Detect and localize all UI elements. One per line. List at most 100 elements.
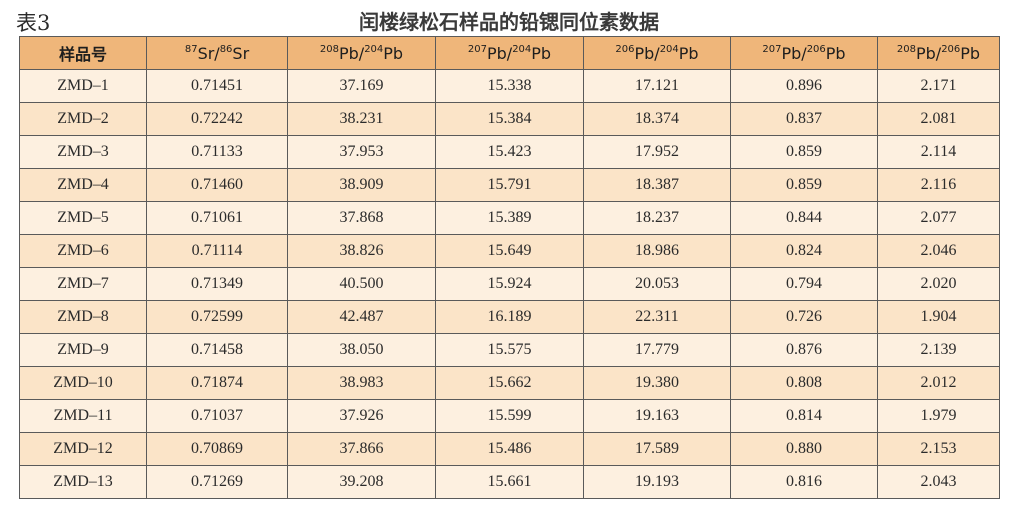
header-row: 样品号 87Sr/86Sr 208Pb/204Pb 207Pb/204Pb 20…	[19, 36, 1000, 70]
table-row: ZMD–11 0.71037 37.926 15.599 19.163 0.81…	[19, 399, 1000, 433]
cell-pb207-pb204: 15.661	[435, 465, 584, 499]
cell-pb206-pb204: 20.053	[583, 267, 731, 301]
cell-pb207-pb206: 0.844	[730, 201, 878, 235]
cell-pb207-pb204: 15.924	[435, 267, 584, 301]
cell-pb208-pb204: 40.500	[287, 267, 436, 301]
table-header: 样品号 87Sr/86Sr 208Pb/204Pb 207Pb/204Pb 20…	[19, 36, 1000, 70]
table-row: ZMD–2 0.72242 38.231 15.384 18.374 0.837…	[19, 102, 1000, 136]
cell-pb207-pb204: 15.423	[435, 135, 584, 169]
cell-pb206-pb204: 18.387	[583, 168, 731, 202]
cell-pb207-pb204: 15.791	[435, 168, 584, 202]
cell-sr87-sr86: 0.71349	[146, 267, 288, 301]
cell-pb208-pb204: 42.487	[287, 300, 436, 334]
cell-pb208-pb204: 38.909	[287, 168, 436, 202]
cell-pb208-pb204: 38.826	[287, 234, 436, 268]
cell-sample-id: ZMD–1	[19, 69, 147, 103]
cell-pb206-pb204: 19.193	[583, 465, 731, 499]
cell-pb207-pb204: 15.338	[435, 69, 584, 103]
cell-pb208-pb206: 2.139	[877, 333, 1000, 367]
cell-pb207-pb206: 0.896	[730, 69, 878, 103]
cell-sample-id: ZMD–11	[19, 399, 147, 433]
cell-sr87-sr86: 0.71451	[146, 69, 288, 103]
cell-pb207-pb204: 15.384	[435, 102, 584, 136]
cell-pb207-pb204: 16.189	[435, 300, 584, 334]
cell-sample-id: ZMD–7	[19, 267, 147, 301]
cell-pb208-pb206: 2.116	[877, 168, 1000, 202]
cell-pb207-pb206: 0.824	[730, 234, 878, 268]
cell-pb207-pb206: 0.726	[730, 300, 878, 334]
cell-sr87-sr86: 0.71037	[146, 399, 288, 433]
cell-pb208-pb204: 37.953	[287, 135, 436, 169]
cell-sr87-sr86: 0.71269	[146, 465, 288, 499]
isotope-data-table: 样品号 87Sr/86Sr 208Pb/204Pb 207Pb/204Pb 20…	[19, 36, 1000, 499]
cell-pb208-pb206: 2.081	[877, 102, 1000, 136]
cell-sample-id: ZMD–6	[19, 234, 147, 268]
cell-sr87-sr86: 0.71874	[146, 366, 288, 400]
cell-sr87-sr86: 0.71458	[146, 333, 288, 367]
cell-sample-id: ZMD–12	[19, 432, 147, 466]
header-pb208-pb206: 208Pb/206Pb	[877, 36, 1000, 70]
cell-sr87-sr86: 0.71133	[146, 135, 288, 169]
cell-pb208-pb204: 37.866	[287, 432, 436, 466]
cell-pb208-pb206: 2.046	[877, 234, 1000, 268]
table-row: ZMD–7 0.71349 40.500 15.924 20.053 0.794…	[19, 267, 1000, 301]
cell-sr87-sr86: 0.71114	[146, 234, 288, 268]
cell-pb206-pb204: 19.163	[583, 399, 731, 433]
cell-pb206-pb204: 18.237	[583, 201, 731, 235]
table-number: 表3	[16, 11, 51, 35]
cell-pb208-pb206: 2.171	[877, 69, 1000, 103]
table-row: ZMD–3 0.71133 37.953 15.423 17.952 0.859…	[19, 135, 1000, 169]
cell-pb206-pb204: 17.779	[583, 333, 731, 367]
cell-pb207-pb206: 0.816	[730, 465, 878, 499]
cell-pb208-pb204: 37.868	[287, 201, 436, 235]
cell-pb206-pb204: 17.121	[583, 69, 731, 103]
cell-pb206-pb204: 22.311	[583, 300, 731, 334]
cell-pb207-pb206: 0.814	[730, 399, 878, 433]
cell-pb207-pb206: 0.880	[730, 432, 878, 466]
cell-pb208-pb206: 2.153	[877, 432, 1000, 466]
cell-pb208-pb206: 2.012	[877, 366, 1000, 400]
cell-pb206-pb204: 18.986	[583, 234, 731, 268]
cell-pb208-pb206: 1.979	[877, 399, 1000, 433]
cell-pb208-pb206: 2.043	[877, 465, 1000, 499]
cell-pb208-pb204: 39.208	[287, 465, 436, 499]
cell-pb208-pb206: 2.020	[877, 267, 1000, 301]
cell-pb207-pb204: 15.389	[435, 201, 584, 235]
table-body: ZMD–1 0.71451 37.169 15.338 17.121 0.896…	[19, 69, 1000, 499]
table-row: ZMD–6 0.71114 38.826 15.649 18.986 0.824…	[19, 234, 1000, 268]
table-row: ZMD–5 0.71061 37.868 15.389 18.237 0.844…	[19, 201, 1000, 235]
cell-pb207-pb206: 0.808	[730, 366, 878, 400]
cell-pb207-pb204: 15.599	[435, 399, 584, 433]
cell-pb207-pb206: 0.859	[730, 168, 878, 202]
cell-sample-id: ZMD–2	[19, 102, 147, 136]
cell-sample-id: ZMD–8	[19, 300, 147, 334]
header-pb206-pb204: 206Pb/204Pb	[583, 36, 731, 70]
cell-pb207-pb204: 15.662	[435, 366, 584, 400]
table-row: ZMD–8 0.72599 42.487 16.189 22.311 0.726…	[19, 300, 1000, 334]
cell-pb208-pb204: 38.983	[287, 366, 436, 400]
cell-pb207-pb204: 15.649	[435, 234, 584, 268]
cell-pb207-pb204: 15.575	[435, 333, 584, 367]
cell-pb208-pb204: 37.926	[287, 399, 436, 433]
table-row: ZMD–13 0.71269 39.208 15.661 19.193 0.81…	[19, 465, 1000, 499]
cell-sample-id: ZMD–13	[19, 465, 147, 499]
cell-pb208-pb204: 38.050	[287, 333, 436, 367]
cell-sample-id: ZMD–3	[19, 135, 147, 169]
cell-pb207-pb206: 0.837	[730, 102, 878, 136]
cell-sample-id: ZMD–10	[19, 366, 147, 400]
cell-pb208-pb204: 37.169	[287, 69, 436, 103]
header-sample-id: 样品号	[19, 36, 147, 70]
cell-pb206-pb204: 17.589	[583, 432, 731, 466]
table-row: ZMD–1 0.71451 37.169 15.338 17.121 0.896…	[19, 69, 1000, 103]
table-caption: 表3 闰楼绿松石样品的铅锶同位素数据	[0, 0, 1018, 36]
cell-sample-id: ZMD–9	[19, 333, 147, 367]
header-pb207-pb206: 207Pb/206Pb	[730, 36, 878, 70]
cell-pb207-pb206: 0.794	[730, 267, 878, 301]
table-row: ZMD–10 0.71874 38.983 15.662 19.380 0.80…	[19, 366, 1000, 400]
cell-pb208-pb206: 2.077	[877, 201, 1000, 235]
table-row: ZMD–4 0.71460 38.909 15.791 18.387 0.859…	[19, 168, 1000, 202]
cell-pb207-pb204: 15.486	[435, 432, 584, 466]
table-row: ZMD–9 0.71458 38.050 15.575 17.779 0.876…	[19, 333, 1000, 367]
table-title: 闰楼绿松石样品的铅锶同位素数据	[359, 10, 659, 34]
header-sr-ratio: 87Sr/86Sr	[146, 36, 288, 70]
